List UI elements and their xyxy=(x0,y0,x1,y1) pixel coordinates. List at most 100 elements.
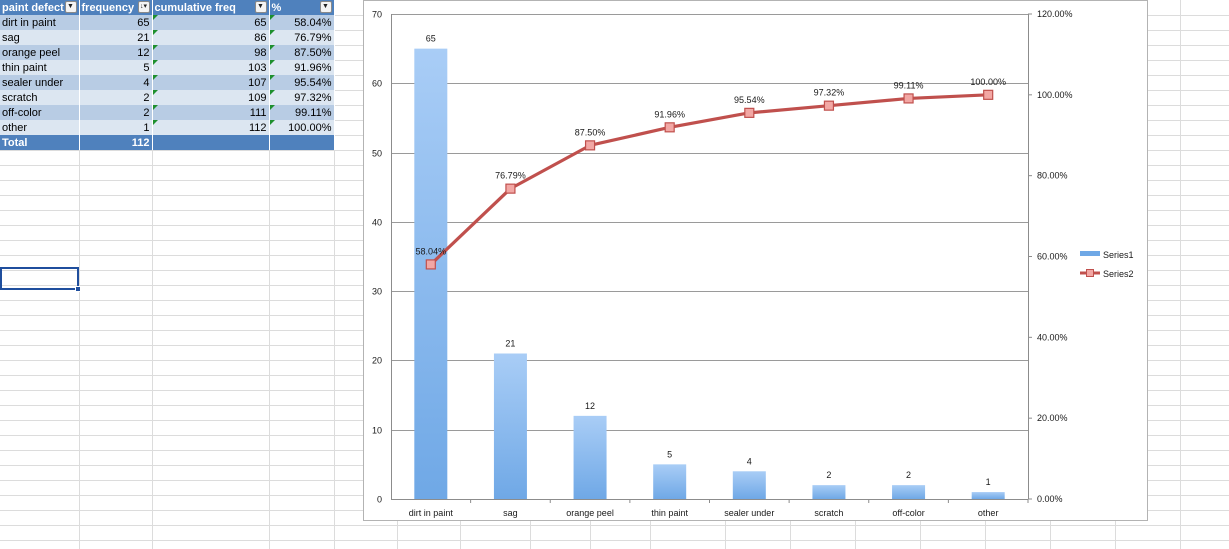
selected-cell[interactable] xyxy=(0,267,79,290)
cell-percent[interactable]: 76.79% xyxy=(269,30,335,45)
fill-handle[interactable] xyxy=(75,286,81,292)
filter-dropdown-icon[interactable]: ▼ xyxy=(254,1,267,13)
pareto-data-table: paint defect ▼ frequency ↓▾ cumulative fre… xyxy=(0,0,335,150)
line-point[interactable] xyxy=(903,93,914,104)
series2-line[interactable] xyxy=(429,93,989,266)
line-point[interactable] xyxy=(584,140,596,151)
cell-percent[interactable]: 87.50% xyxy=(269,45,335,60)
header-percent: % ▼ xyxy=(269,0,335,15)
cell-defect[interactable]: sealer under xyxy=(0,75,80,90)
cell-defect[interactable]: sag xyxy=(0,30,80,45)
line-point[interactable] xyxy=(425,259,436,270)
line-point[interactable] xyxy=(664,122,675,133)
formula-warning-icon xyxy=(269,45,275,50)
header-cumulative-freq: cumulative freq ▼ xyxy=(152,0,270,15)
cell-cumulative[interactable]: 103 xyxy=(152,60,270,75)
bar-data-label: 21 xyxy=(505,339,515,349)
cell-cumulative[interactable]: 107 xyxy=(152,75,270,90)
cell-percent[interactable]: 100.00% xyxy=(269,120,335,135)
bar[interactable] xyxy=(812,485,846,499)
percent-value: 91.96% xyxy=(294,61,332,74)
y-tick-label: 50 xyxy=(372,149,382,159)
table-row: off-color 2 111 99.11% xyxy=(0,105,335,120)
filter-dropdown-icon[interactable]: ▼ xyxy=(64,1,77,13)
cell-defect[interactable]: dirt in paint xyxy=(0,15,80,30)
bar[interactable] xyxy=(892,485,926,499)
cell-defect[interactable]: scratch xyxy=(0,90,80,105)
cell-cumulative[interactable]: 112 xyxy=(152,120,270,135)
cell-frequency[interactable]: 12 xyxy=(79,45,153,60)
bar-data-label: 2 xyxy=(826,470,831,480)
table-row: dirt in paint 65 65 58.04% xyxy=(0,15,335,30)
cell-cumulative[interactable]: 65 xyxy=(152,15,270,30)
cell-percent[interactable]: 97.32% xyxy=(269,90,335,105)
bar[interactable] xyxy=(573,415,607,499)
total-percent-empty[interactable] xyxy=(269,135,335,150)
bar-data-label: 2 xyxy=(906,470,911,480)
cell-frequency[interactable]: 1 xyxy=(79,120,153,135)
line-data-label: 99.11% xyxy=(894,80,924,90)
percent-value: 97.32% xyxy=(294,91,332,104)
cell-frequency[interactable]: 2 xyxy=(79,90,153,105)
pareto-chart[interactable]: 0 10 20 30 40 50 60 70 0.00% 20.00% 40.00% 60.00% 80… xyxy=(363,0,1148,521)
cell-defect[interactable]: off-color xyxy=(0,105,80,120)
line-point[interactable] xyxy=(505,183,516,194)
bar[interactable] xyxy=(414,48,448,500)
y2-tick-label: 60.00% xyxy=(1037,252,1068,262)
cell-percent[interactable]: 58.04% xyxy=(269,15,335,30)
cell-frequency[interactable]: 4 xyxy=(79,75,153,90)
cell-cumulative[interactable]: 109 xyxy=(152,90,270,105)
cell-frequency[interactable]: 5 xyxy=(79,60,153,75)
cell-frequency[interactable]: 2 xyxy=(79,105,153,120)
formula-warning-icon xyxy=(152,30,158,35)
cell-defect[interactable]: other xyxy=(0,120,80,135)
cell-frequency[interactable]: 65 xyxy=(79,15,153,30)
frequency-value: 2 xyxy=(143,91,150,104)
frequency-value: 4 xyxy=(143,76,150,89)
filter-dropdown-icon[interactable]: ▼ xyxy=(319,1,332,13)
percent-value: 99.11% xyxy=(295,106,332,119)
formula-warning-icon xyxy=(269,105,275,110)
bar[interactable] xyxy=(493,353,527,500)
cell-percent[interactable]: 91.96% xyxy=(269,60,335,75)
total-label[interactable]: Total xyxy=(0,135,80,150)
bar[interactable] xyxy=(653,464,687,499)
total-frequency[interactable]: 112 xyxy=(79,135,153,150)
cell-defect[interactable]: thin paint xyxy=(0,60,80,75)
bar[interactable] xyxy=(971,492,1005,499)
cell-cumulative[interactable]: 98 xyxy=(152,45,270,60)
cell-defect[interactable]: orange peel xyxy=(0,45,80,60)
cell-percent[interactable]: 99.11% xyxy=(269,105,335,120)
y-tick-label: 20 xyxy=(372,356,382,366)
line-point[interactable] xyxy=(823,100,835,111)
y2-tick-label: 80.00% xyxy=(1037,171,1068,181)
formula-warning-icon xyxy=(152,120,158,125)
table-row: orange peel 12 98 87.50% xyxy=(0,45,335,60)
bar[interactable] xyxy=(732,471,766,499)
formula-warning-icon xyxy=(152,105,158,110)
total-cumulative-empty[interactable] xyxy=(152,135,270,150)
cell-cumulative[interactable]: 86 xyxy=(152,30,270,45)
frequency-value: 2 xyxy=(143,106,150,119)
frequency-value: 21 xyxy=(137,31,150,44)
y2-tick-label: 40.00% xyxy=(1037,332,1068,342)
table-row: sealer under 4 107 95.54% xyxy=(0,75,335,90)
line-data-label: 91.96% xyxy=(654,109,685,119)
formula-warning-icon xyxy=(152,15,158,20)
line-point[interactable] xyxy=(983,89,994,100)
y-tick-label: 70 xyxy=(372,10,382,20)
line-data-label: 87.50% xyxy=(575,127,606,137)
cumulative-value: 98 xyxy=(254,46,267,59)
header-label: paint defect xyxy=(2,1,64,14)
frequency-value: 65 xyxy=(137,16,150,29)
table-row: thin paint 5 103 91.96% xyxy=(0,60,335,75)
line-point[interactable] xyxy=(744,107,755,118)
cell-percent[interactable]: 95.54% xyxy=(269,75,335,90)
formula-warning-icon xyxy=(269,30,275,35)
cell-frequency[interactable]: 21 xyxy=(79,30,153,45)
y2-tick-label: 120.00% xyxy=(1037,9,1073,19)
line-data-label: 95.54% xyxy=(734,95,765,105)
y-tick-label: 40 xyxy=(372,218,382,228)
sort-descending-filter-icon[interactable]: ↓▾ xyxy=(137,1,150,13)
cell-cumulative[interactable]: 111 xyxy=(152,105,270,120)
